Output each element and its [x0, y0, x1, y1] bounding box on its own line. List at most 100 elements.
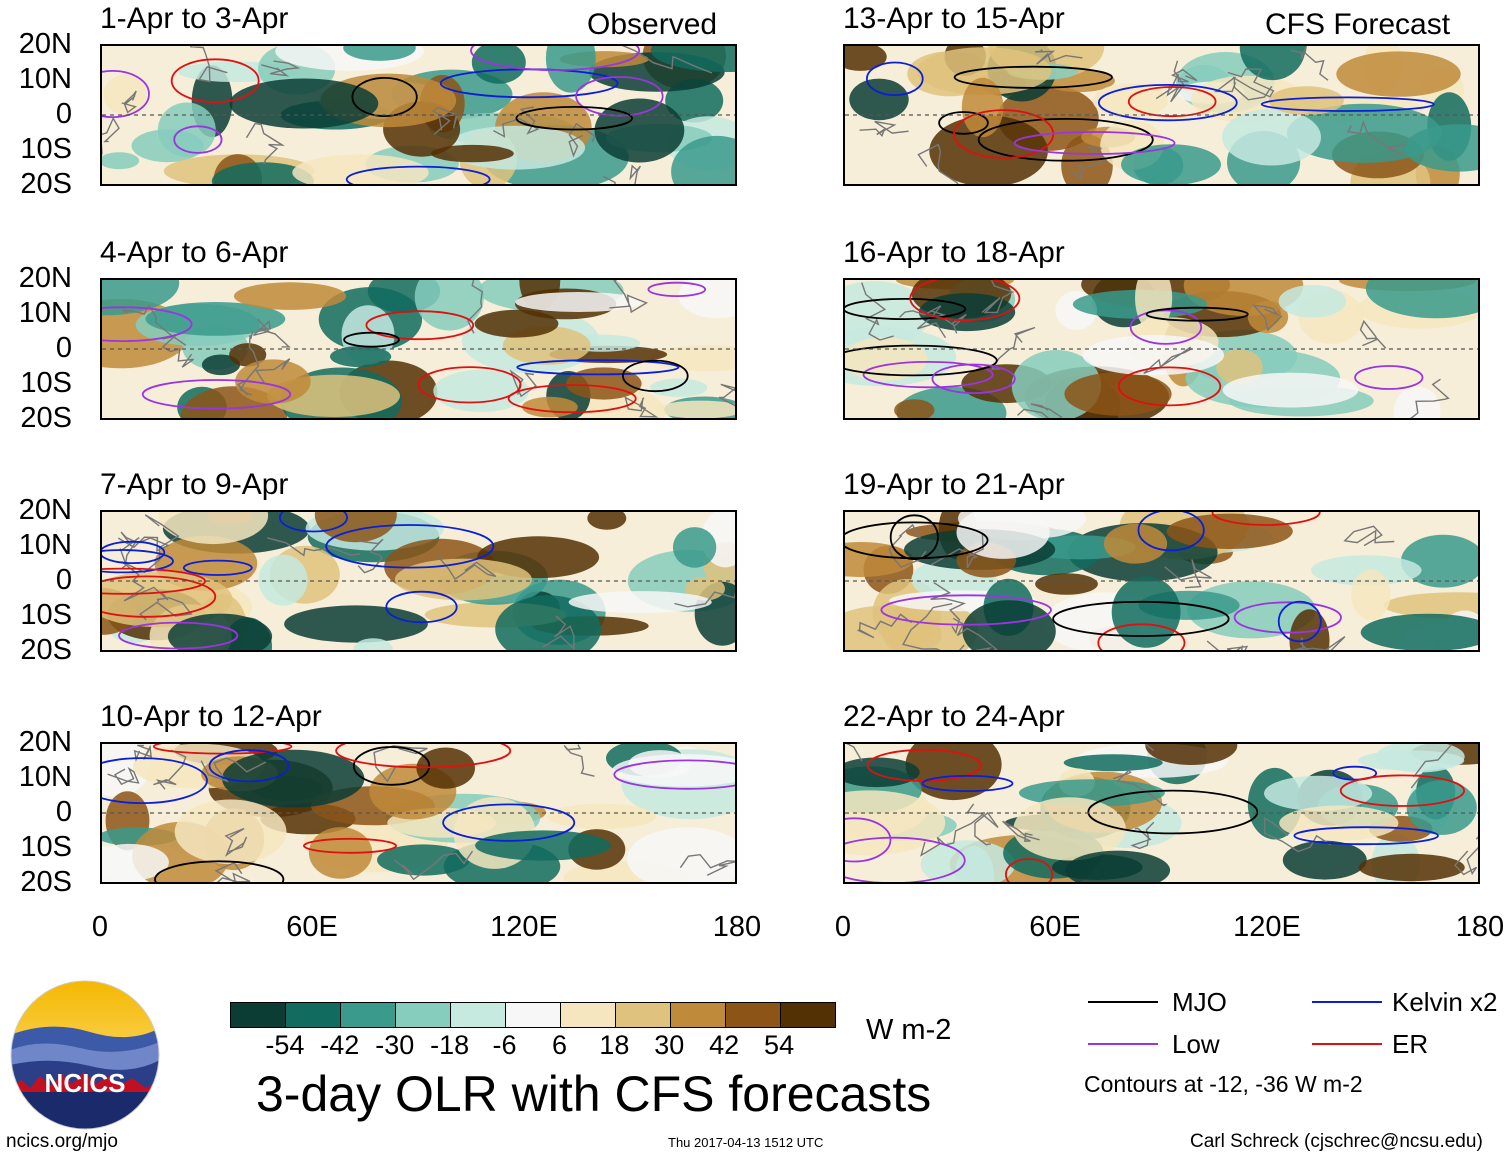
olr-blob — [201, 354, 241, 376]
olr-blob — [1222, 108, 1321, 166]
coastline — [133, 744, 153, 762]
coastline — [224, 827, 248, 857]
colorbar-label-2: -30 — [375, 1030, 415, 1060]
coastline — [253, 318, 291, 348]
coastline — [393, 850, 474, 881]
panel-title-5: 13-Apr to 15-Apr — [843, 2, 1065, 35]
contour-line — [102, 540, 166, 564]
y-tick-row1-2: 0 — [55, 98, 72, 130]
olr-blob — [1145, 744, 1238, 765]
olr-blob — [343, 46, 416, 61]
colorbar-swatch-4 — [450, 1003, 505, 1027]
panel-title-7: 19-Apr to 21-Apr — [843, 468, 1065, 501]
contour-line — [1087, 789, 1259, 835]
olr-field-3 — [102, 512, 735, 650]
contour-line — [1260, 96, 1435, 112]
coastline — [859, 120, 909, 138]
contours-note: Contours at -12, -36 W m-2 — [1084, 1071, 1363, 1097]
coastline — [493, 106, 540, 138]
olr-blob — [656, 400, 735, 418]
y-tick-row2-1: 10N — [18, 297, 72, 329]
panel-title-6: 16-Apr to 18-Apr — [843, 236, 1065, 269]
coastline — [245, 122, 285, 165]
olr-blob — [330, 346, 392, 368]
olr-blob — [547, 803, 657, 830]
olr-blob — [650, 46, 735, 72]
contour-line — [335, 744, 512, 769]
contour-line — [182, 559, 253, 576]
contour-line — [1277, 600, 1322, 643]
footer-credit: Carl Schreck (cjschrec@ncsu.edu) — [1190, 1131, 1483, 1152]
olr-blob — [587, 512, 627, 530]
contour-line — [1127, 86, 1217, 118]
olr-blob — [1278, 285, 1346, 318]
olr-blob — [1222, 372, 1359, 408]
y-tick-row1-0: 20N — [18, 28, 72, 60]
contour-line — [102, 306, 193, 342]
coastline — [609, 280, 649, 314]
coastline — [261, 60, 301, 77]
y-tick-row3-1: 10N — [18, 529, 72, 561]
colorbar-label-8: 42 — [709, 1030, 740, 1060]
olr-blob — [568, 591, 712, 614]
colorbar — [230, 1002, 836, 1028]
coastline — [930, 534, 984, 569]
x-tick-left-60e: 60E — [286, 911, 338, 943]
coastline — [200, 757, 267, 783]
olr-blob — [628, 750, 692, 779]
map-panel-8 — [843, 742, 1480, 884]
olr-field-2 — [102, 280, 735, 418]
contour-line — [279, 512, 348, 533]
coastline — [117, 536, 170, 553]
olr-blob — [672, 527, 717, 568]
olr-blob — [1400, 534, 1478, 588]
coastline — [952, 617, 998, 650]
y-tick-row3-2: 0 — [55, 564, 72, 596]
panel-title-2: 4-Apr to 6-Apr — [100, 236, 289, 269]
coastline — [888, 523, 927, 568]
olr-blob — [845, 605, 942, 650]
contour-line — [1005, 858, 1054, 882]
coastline — [373, 745, 428, 783]
ncics-logo: NCICS — [10, 980, 160, 1130]
legend-mjo-line — [1088, 1001, 1158, 1003]
olr-blob — [103, 74, 147, 115]
legend-low-line — [1088, 1043, 1158, 1045]
contour-line — [1129, 309, 1203, 345]
y-tick-row1-4: 20S — [20, 168, 72, 200]
contour-line — [909, 280, 1021, 322]
legend-er-line — [1312, 1043, 1382, 1045]
olr-blob — [962, 600, 1056, 650]
coastline — [102, 116, 120, 155]
olr-field-1 — [102, 46, 735, 184]
olr-blob — [102, 843, 169, 881]
legend-kelvin-line — [1312, 1001, 1382, 1003]
y-tick-row3-0: 20N — [18, 494, 72, 526]
contour-line — [1145, 306, 1249, 322]
coastline — [1252, 304, 1283, 332]
olr-blob — [1065, 850, 1171, 882]
coastline — [190, 46, 228, 83]
map-panel-5 — [843, 44, 1480, 186]
coastline — [161, 335, 194, 368]
colorbar-swatch-3 — [395, 1003, 450, 1027]
olr-blob — [416, 747, 476, 789]
olr-blob — [1035, 573, 1098, 595]
coastline — [239, 331, 260, 396]
contour-line — [302, 837, 397, 854]
contour-line — [1293, 826, 1439, 846]
contour-line — [845, 298, 967, 320]
contour-line — [102, 757, 208, 804]
contour-line — [880, 594, 1052, 626]
olr-blob — [222, 749, 365, 808]
olr-blob — [258, 554, 308, 606]
x-tick-right-60e: 60E — [1029, 911, 1081, 943]
coastline — [1290, 46, 1329, 81]
olr-blob — [157, 102, 216, 158]
contour-line — [385, 590, 458, 624]
olr-blob — [145, 302, 286, 336]
olr-blob — [474, 309, 559, 338]
olr-blob — [594, 98, 685, 163]
contour-line — [345, 165, 491, 184]
contour-line — [102, 575, 217, 618]
